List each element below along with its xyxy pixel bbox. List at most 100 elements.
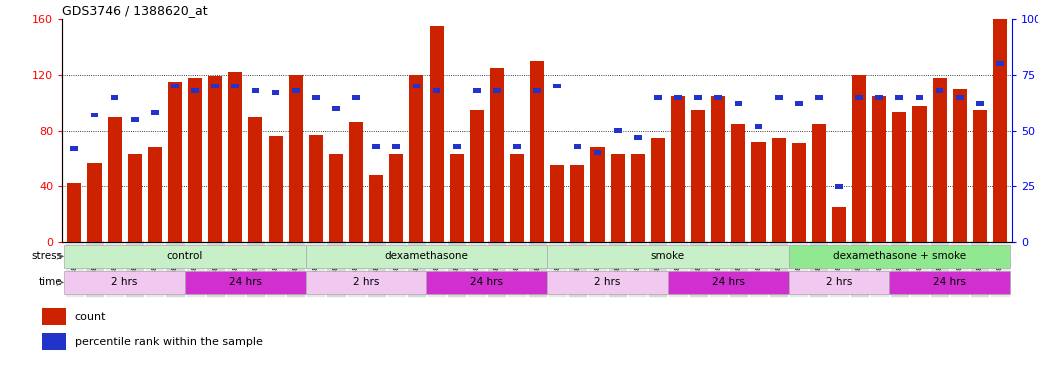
- Bar: [349, 122, 363, 242]
- Bar: [228, 72, 243, 242]
- Bar: [836, 184, 843, 189]
- Text: 2 hrs: 2 hrs: [595, 277, 621, 288]
- Bar: [64, 271, 185, 294]
- Bar: [711, 96, 726, 242]
- Bar: [691, 110, 705, 242]
- Bar: [815, 95, 823, 99]
- Bar: [795, 101, 802, 106]
- Bar: [610, 154, 625, 242]
- Bar: [752, 142, 766, 242]
- Bar: [993, 19, 1007, 242]
- Bar: [306, 245, 547, 268]
- Bar: [392, 144, 401, 149]
- Bar: [67, 184, 81, 242]
- Text: dexamethasone: dexamethasone: [384, 251, 468, 262]
- Bar: [956, 95, 963, 99]
- Bar: [370, 175, 383, 242]
- Bar: [248, 117, 263, 242]
- Bar: [792, 143, 805, 242]
- Bar: [185, 271, 306, 294]
- Bar: [774, 95, 783, 99]
- Bar: [473, 88, 481, 93]
- Bar: [131, 117, 139, 122]
- Bar: [306, 271, 427, 294]
- Text: count: count: [75, 311, 106, 321]
- Text: dexamethasone + smoke: dexamethasone + smoke: [832, 251, 966, 262]
- Bar: [812, 124, 826, 242]
- Bar: [570, 166, 584, 242]
- Text: time: time: [38, 277, 62, 288]
- Bar: [71, 146, 78, 151]
- Text: 2 hrs: 2 hrs: [111, 277, 138, 288]
- Bar: [973, 110, 987, 242]
- Bar: [111, 95, 118, 99]
- Bar: [490, 68, 504, 242]
- Bar: [352, 95, 360, 99]
- Bar: [896, 95, 903, 99]
- Bar: [875, 95, 883, 99]
- Bar: [893, 113, 906, 242]
- Bar: [935, 88, 944, 93]
- Bar: [409, 75, 424, 242]
- Bar: [389, 154, 404, 242]
- Bar: [231, 84, 239, 88]
- Bar: [651, 137, 665, 242]
- Bar: [789, 245, 1010, 268]
- Bar: [269, 136, 282, 242]
- Bar: [674, 95, 682, 99]
- Bar: [128, 154, 142, 242]
- Bar: [550, 166, 565, 242]
- Bar: [771, 137, 786, 242]
- Bar: [209, 76, 222, 242]
- Bar: [668, 271, 789, 294]
- Bar: [188, 78, 202, 242]
- Bar: [191, 88, 199, 93]
- Bar: [329, 154, 343, 242]
- Bar: [493, 88, 500, 93]
- Bar: [312, 95, 320, 99]
- Bar: [108, 117, 121, 242]
- Bar: [534, 88, 541, 93]
- Text: 24 hrs: 24 hrs: [933, 277, 966, 288]
- Bar: [251, 88, 260, 93]
- Bar: [976, 101, 984, 106]
- Bar: [594, 151, 601, 155]
- Bar: [510, 154, 524, 242]
- Bar: [631, 154, 645, 242]
- Bar: [855, 95, 863, 99]
- Bar: [547, 245, 789, 268]
- Bar: [427, 271, 547, 294]
- Bar: [714, 95, 722, 99]
- Text: stress: stress: [31, 251, 62, 262]
- Text: 2 hrs: 2 hrs: [826, 277, 852, 288]
- Bar: [449, 154, 464, 242]
- Bar: [852, 75, 866, 242]
- Text: 24 hrs: 24 hrs: [470, 277, 503, 288]
- Bar: [613, 128, 622, 133]
- Bar: [953, 89, 966, 242]
- Bar: [591, 147, 604, 242]
- Bar: [151, 110, 159, 115]
- Bar: [453, 144, 461, 149]
- Bar: [289, 75, 303, 242]
- Bar: [90, 113, 99, 118]
- Text: GDS3746 / 1388620_at: GDS3746 / 1388620_at: [62, 3, 208, 17]
- Bar: [42, 333, 66, 350]
- Bar: [912, 106, 927, 242]
- Text: control: control: [167, 251, 203, 262]
- Bar: [168, 82, 182, 242]
- Bar: [147, 147, 162, 242]
- Bar: [430, 26, 443, 242]
- Bar: [732, 124, 745, 242]
- Bar: [755, 124, 762, 129]
- Bar: [553, 84, 562, 88]
- Bar: [171, 84, 179, 88]
- Bar: [272, 90, 279, 95]
- Bar: [433, 88, 440, 93]
- Bar: [470, 110, 484, 242]
- Bar: [87, 162, 102, 242]
- Bar: [42, 308, 66, 325]
- Bar: [654, 95, 662, 99]
- Bar: [671, 96, 685, 242]
- Text: 24 hrs: 24 hrs: [712, 277, 745, 288]
